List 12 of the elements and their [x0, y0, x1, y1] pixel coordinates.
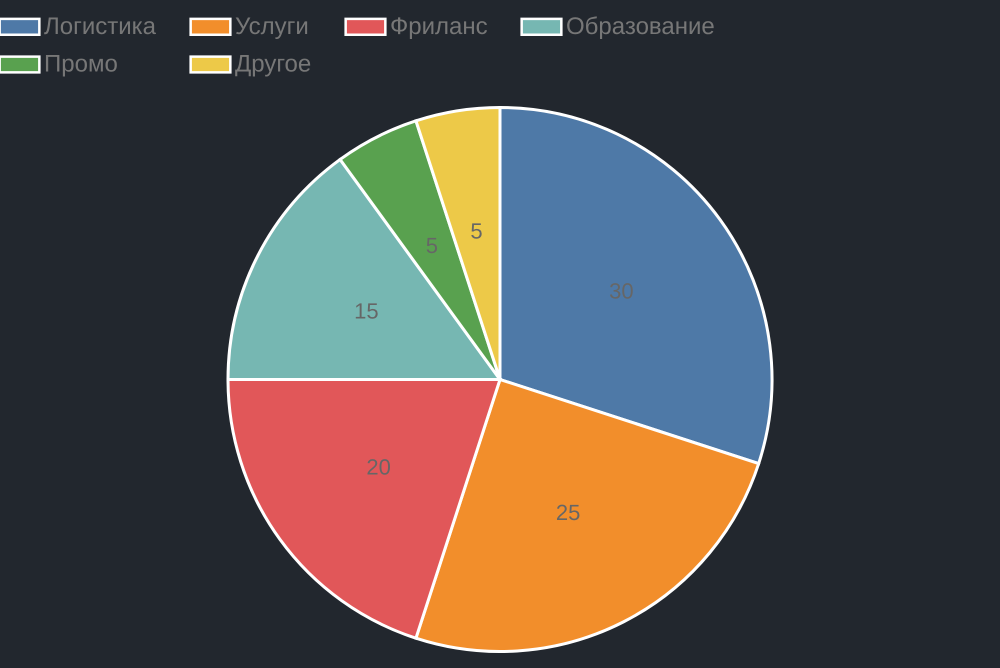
legend-label: Фриланс	[390, 12, 488, 40]
legend-label: Промо	[44, 50, 118, 78]
legend-label: Образование	[566, 12, 715, 40]
data-label: 30	[609, 278, 634, 304]
legend-label: Другое	[235, 50, 312, 78]
data-label: 20	[366, 454, 391, 480]
data-label: 25	[556, 500, 580, 526]
data-label: 5	[426, 232, 438, 258]
legend-label: Логистика	[44, 12, 157, 40]
data-label: 5	[470, 218, 483, 244]
legend-label: Услуги	[235, 12, 309, 40]
data-label: 15	[354, 298, 379, 324]
